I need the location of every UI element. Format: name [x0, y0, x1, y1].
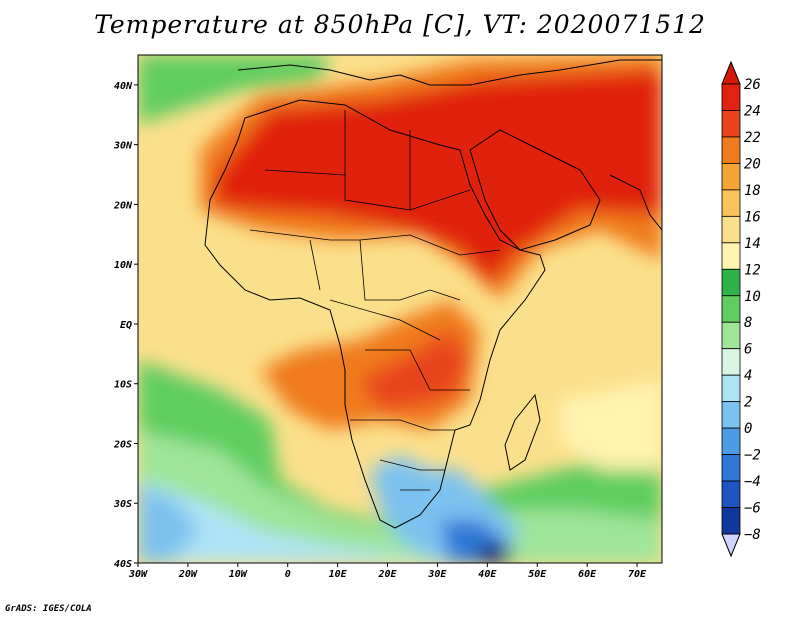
colorbar-segment [721, 215, 741, 244]
colorbar-label: 10 [744, 289, 761, 305]
plot-frame [137, 54, 663, 564]
lon-tick-label: 50E [528, 569, 547, 580]
lat-tick-label: 30N [113, 141, 133, 152]
lon-tick-label: 0 [285, 569, 291, 580]
colorbar-label: 20 [744, 156, 761, 172]
colorbar-label: 16 [744, 209, 761, 225]
lon-tick-label: 60E [578, 569, 597, 580]
colorbar-segment [721, 242, 741, 270]
lat-tick-label: 20N [113, 200, 133, 211]
colorbar-segment [721, 163, 741, 191]
colorbar-segment [721, 348, 741, 376]
lon-tick-label: 10W [229, 569, 248, 580]
colorbar-segment [721, 507, 741, 535]
lat-tick-label: 10S [114, 380, 132, 391]
temperature-field [138, 55, 662, 563]
colorbar-segment [721, 110, 741, 138]
lon-tick-label: 70E [628, 569, 647, 580]
lat-tick-label: 30S [113, 499, 132, 510]
madagascar-coastline [504, 393, 541, 471]
colorbar-top-arrow [721, 60, 741, 85]
mediterranean-north-coast [237, 59, 662, 86]
lat-tick-label: 40N [114, 81, 133, 92]
lat-tick-label: 10N [114, 260, 133, 271]
lat-tick-label: 40S [114, 559, 132, 570]
colorbar-label: 26 [744, 77, 761, 93]
lon-tick-label: 20W [178, 569, 198, 580]
colorbar-segment [721, 136, 741, 164]
lat-tick-label: 20S [113, 439, 132, 450]
colorbar-label: 14 [744, 236, 761, 252]
lon-tick-label: 20E [377, 569, 397, 580]
colorbar-label: 24 [744, 103, 761, 119]
lat-tick-label: EQ [120, 320, 132, 331]
colorbar-segment [721, 427, 741, 455]
colorbar-label: 18 [744, 183, 761, 199]
colorbar-segment [721, 268, 741, 297]
africa-coastline [204, 99, 546, 529]
lon-tick-label: 30W [128, 569, 148, 580]
colorbar-segment [721, 83, 741, 111]
colorbar-segment [721, 374, 741, 403]
colorbar-label: −6 [744, 501, 761, 517]
country-borders [249, 110, 501, 491]
lon-tick-label: 10E [329, 569, 348, 580]
colorbar-label: 2 [744, 395, 752, 411]
arabia-coastline [469, 129, 601, 251]
latitude-axis: 40N 30N 20N 10N EQ 10S 20S 30S 40S [113, 81, 138, 570]
colorbar-label: 6 [744, 342, 752, 358]
colorbar-segment [721, 480, 741, 508]
colorbar-label: −4 [744, 474, 761, 490]
lon-tick-label: 30E [427, 569, 447, 580]
colorbar-bottom-arrow [721, 533, 741, 558]
chart-title: Temperature at 850hPa [C], VT: 202007151… [94, 10, 706, 39]
colorbar-label: 22 [744, 130, 761, 146]
colorbar-segment [721, 454, 741, 482]
colorbar-label: 12 [744, 262, 761, 278]
colorbar-segment [721, 189, 741, 217]
colorbar-label: −2 [744, 448, 761, 464]
colorbar-label: 8 [744, 315, 752, 331]
colorbar-segment [721, 401, 741, 429]
colorbar-label: 4 [744, 368, 752, 384]
colorbar-label: −8 [744, 527, 761, 543]
credit-label: GrADS: IGES/COLA [5, 604, 92, 614]
colorbar-segment [721, 295, 741, 323]
colorbar-label: 0 [744, 421, 752, 437]
colorbar-segment [721, 321, 741, 350]
longitude-axis: 30W 20W 10W 0 10E 20E 30E 40E 50E 60E 70E [128, 563, 647, 580]
coastlines [204, 59, 662, 529]
india-coastline [609, 174, 662, 231]
lon-tick-label: 40E [478, 569, 497, 580]
